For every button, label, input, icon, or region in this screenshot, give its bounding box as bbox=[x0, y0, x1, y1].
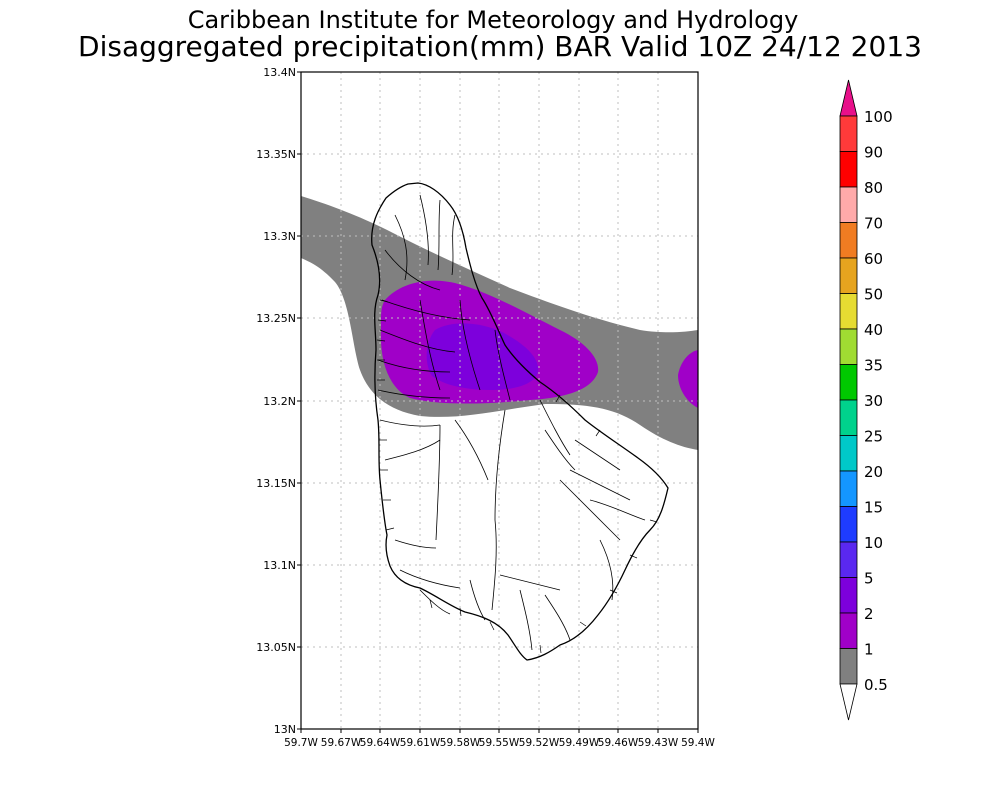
colorbar-label: 80 bbox=[864, 179, 883, 197]
colorbar-bottom-arrow bbox=[839, 683, 858, 721]
precip-zone-2-5mm bbox=[426, 323, 539, 390]
lon-label: 59.49W bbox=[559, 737, 600, 749]
colorbar-swatch bbox=[839, 577, 858, 614]
colorbar-label: 30 bbox=[864, 392, 883, 410]
lat-label: 13.3N bbox=[263, 230, 296, 243]
colorbar-label: 90 bbox=[864, 144, 883, 162]
colorbar-top-arrow bbox=[839, 79, 858, 117]
colorbar-swatch bbox=[839, 328, 858, 365]
lon-label: 59.43W bbox=[638, 737, 679, 749]
colorbar-label: 50 bbox=[864, 286, 883, 304]
lon-label: 59.64W bbox=[360, 737, 401, 749]
colorbar-label: 1 bbox=[864, 641, 874, 659]
colorbar-swatch bbox=[839, 257, 858, 294]
colorbar-swatch bbox=[839, 186, 858, 223]
colorbar-label: 0.5 bbox=[864, 676, 888, 694]
lon-label: 59.67W bbox=[321, 737, 362, 749]
colorbar-label: 60 bbox=[864, 250, 883, 268]
lat-label: 13.4N bbox=[263, 66, 296, 79]
lat-label: 13.25N bbox=[256, 312, 296, 325]
colorbar-swatch bbox=[839, 541, 858, 578]
colorbar-label: 10 bbox=[864, 534, 883, 552]
precip-colorbar: 100 90 80 70 60 50 40 35 30 25 20 15 10 5 2 1 0.5 bbox=[839, 79, 893, 721]
lat-label: 13.2N bbox=[263, 395, 296, 408]
lon-label: 59.46W bbox=[598, 737, 639, 749]
lat-label: 13.1N bbox=[263, 559, 296, 572]
coast-detail bbox=[376, 299, 658, 654]
colorbar-label: 15 bbox=[864, 499, 883, 517]
lat-axis: 13.4N 13.35N 13.3N 13.25N 13.2N 13.15N 1… bbox=[256, 66, 296, 736]
precip-zone-1-2mm-east bbox=[678, 350, 698, 408]
lon-label: 59.55W bbox=[479, 737, 520, 749]
lat-label: 13N bbox=[274, 723, 296, 736]
colorbar-label: 25 bbox=[864, 428, 883, 446]
lat-label: 13.35N bbox=[256, 148, 296, 161]
lon-axis: 59.7W 59.67W 59.64W 59.61W 59.58W 59.55W… bbox=[284, 737, 715, 749]
title-line2: Disaggregated precipitation(mm) BAR Vali… bbox=[78, 30, 922, 63]
colorbar-swatch bbox=[839, 115, 858, 152]
island-outline bbox=[371, 182, 669, 661]
lon-label: 59.4W bbox=[681, 737, 715, 749]
colorbar-swatch bbox=[839, 364, 858, 401]
colorbar-label: 100 bbox=[864, 108, 893, 126]
colorbar-swatch bbox=[839, 151, 858, 188]
colorbar-label: 20 bbox=[864, 463, 883, 481]
colorbar-swatch bbox=[839, 470, 858, 507]
colorbar-swatch bbox=[839, 612, 858, 649]
lat-label: 13.15N bbox=[256, 477, 296, 490]
lon-label: 59.61W bbox=[400, 737, 441, 749]
lat-label: 13.05N bbox=[256, 641, 296, 654]
colorbar-label: 2 bbox=[864, 605, 874, 623]
title-line1: Caribbean Institute for Meteorology and … bbox=[188, 6, 799, 34]
colorbar-swatch bbox=[839, 222, 858, 259]
lon-label: 59.7W bbox=[284, 737, 318, 749]
map-panel bbox=[301, 72, 698, 729]
colorbar-swatch bbox=[839, 435, 858, 472]
colorbar-swatch bbox=[839, 506, 858, 543]
lon-ticks bbox=[300, 729, 699, 733]
colorbar-label: 5 bbox=[864, 570, 874, 588]
colorbar-swatch bbox=[839, 293, 858, 330]
colorbar-label: 35 bbox=[864, 357, 883, 375]
colorbar-swatch bbox=[839, 648, 858, 685]
colorbar-label: 70 bbox=[864, 215, 883, 233]
watershed-lines bbox=[377, 194, 646, 651]
colorbar-swatch bbox=[839, 399, 858, 436]
lat-ticks bbox=[297, 71, 301, 730]
colorbar-label: 40 bbox=[864, 321, 883, 339]
grid-lines bbox=[301, 72, 698, 729]
lon-label: 59.52W bbox=[519, 737, 560, 749]
lon-label: 59.58W bbox=[440, 737, 481, 749]
